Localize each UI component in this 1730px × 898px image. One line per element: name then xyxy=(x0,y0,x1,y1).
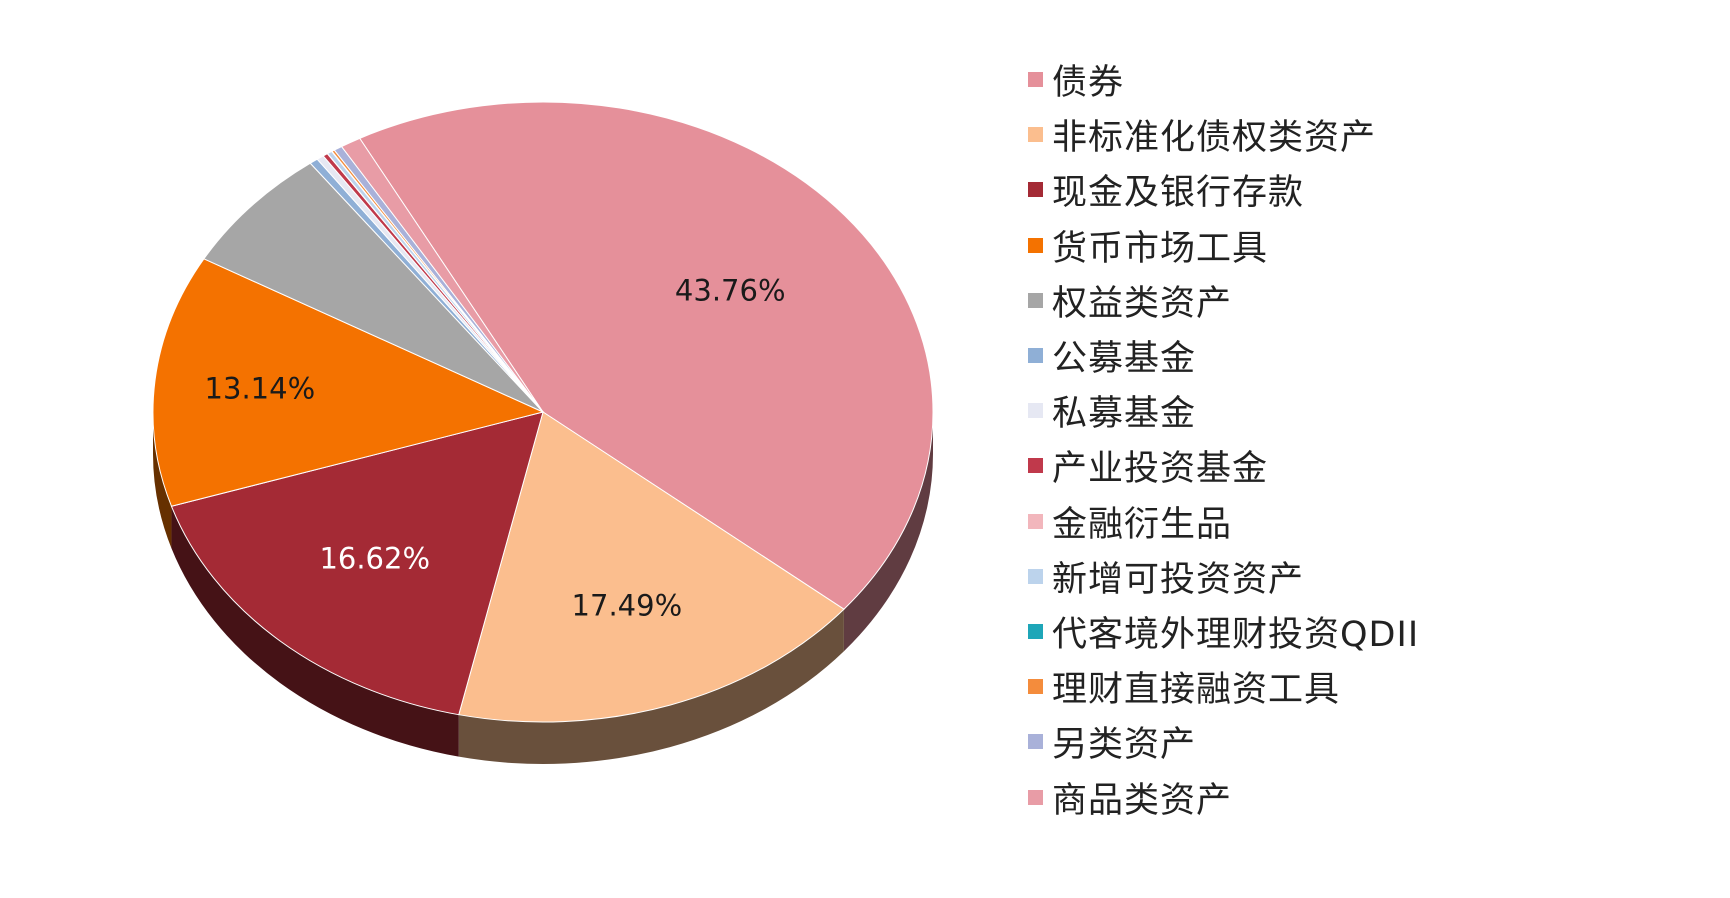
legend-item: 公募基金 xyxy=(1028,328,1708,383)
legend-label: 产业投资基金 xyxy=(1052,449,1269,490)
legend-item: 权益类资产 xyxy=(1028,273,1708,328)
pie-slice-1 xyxy=(458,411,845,723)
legend-label: 债券 xyxy=(1052,63,1125,104)
legend-label: 新增可投资资产 xyxy=(1052,559,1305,600)
legend-item: 代客境外理财投资QDII xyxy=(1028,604,1708,659)
legend-item: 新增可投资资产 xyxy=(1028,549,1708,604)
legend-swatch xyxy=(1028,292,1043,308)
legend-swatch xyxy=(1028,237,1043,253)
legend-item: 金融衍生品 xyxy=(1028,494,1708,549)
legend-label: 私募基金 xyxy=(1052,394,1197,435)
data-label-0: 43.76% xyxy=(675,273,786,307)
legend-label: 货币市场工具 xyxy=(1052,228,1269,269)
legend-item: 债券 xyxy=(1028,52,1708,107)
pie-slices xyxy=(152,101,934,723)
legend-label: 公募基金 xyxy=(1052,339,1197,380)
legend-label: 非标准化债权类资产 xyxy=(1052,118,1377,159)
legend-swatch xyxy=(1028,458,1043,474)
legend-label: 现金及银行存款 xyxy=(1052,173,1305,214)
pie-side-1 xyxy=(458,609,844,764)
legend-swatch xyxy=(1028,679,1043,695)
legend-swatch xyxy=(1028,734,1043,750)
legend-label: 金融衍生品 xyxy=(1052,504,1233,545)
pie-data-labels: 43.76% 17.49% 16.62% 13.14% xyxy=(205,273,786,622)
pie-slice-4 xyxy=(203,162,544,413)
legend-label: 代客境外理财投资QDII xyxy=(1052,614,1420,655)
legend-swatch xyxy=(1028,348,1043,364)
legend-label: 权益类资产 xyxy=(1052,283,1233,324)
legend-label: 另类资产 xyxy=(1052,725,1197,766)
legend-swatch xyxy=(1028,403,1043,419)
legend-item: 货币市场工具 xyxy=(1028,218,1708,273)
legend-item: 理财直接融资工具 xyxy=(1028,659,1708,714)
data-label-1: 17.49% xyxy=(572,588,683,622)
legend-swatch xyxy=(1028,182,1043,198)
legend-item: 非标准化债权类资产 xyxy=(1028,107,1708,162)
legend-label: 理财直接融资工具 xyxy=(1052,670,1341,711)
legend-swatch xyxy=(1028,72,1043,88)
legend: 债券非标准化债权类资产 现金及银行存款 货币市场工具 权益类资产公募基金私募基金产业投… xyxy=(1028,52,1708,825)
pie-slice-2 xyxy=(170,411,544,716)
pie-slice-13 xyxy=(340,137,544,413)
legend-item: 商品类资产 xyxy=(1028,769,1708,824)
legend-swatch xyxy=(1028,127,1043,143)
pie-slice-3 xyxy=(152,258,545,507)
legend-swatch xyxy=(1028,513,1043,529)
legend-item: 现金及银行存款 xyxy=(1028,162,1708,217)
legend-label: 商品类资产 xyxy=(1052,780,1233,821)
pie-side-0 xyxy=(843,412,933,652)
pie-slice-0 xyxy=(358,101,934,610)
legend-item: 产业投资基金 xyxy=(1028,438,1708,493)
data-label-2: 16.62% xyxy=(319,542,430,576)
pie-side-2 xyxy=(171,506,459,757)
legend-swatch xyxy=(1028,789,1043,805)
legend-swatch xyxy=(1028,623,1043,639)
legend-swatch xyxy=(1028,568,1043,584)
legend-item: 私募基金 xyxy=(1028,383,1708,438)
legend-item: 另类资产 xyxy=(1028,714,1708,769)
data-label-3: 13.14% xyxy=(205,372,316,406)
